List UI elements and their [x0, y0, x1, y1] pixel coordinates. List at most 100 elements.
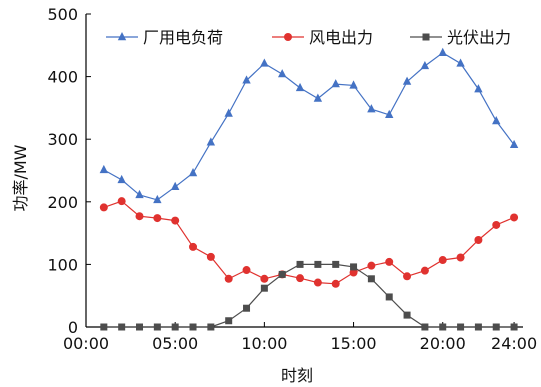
- data-point: [100, 323, 108, 331]
- data-point: [367, 275, 375, 283]
- y-axis-title: 功率/MW: [11, 144, 30, 211]
- data-point: [385, 257, 394, 266]
- data-point: [135, 212, 144, 221]
- data-point: [206, 137, 216, 146]
- data-point: [420, 266, 429, 275]
- legend-label: 光伏出力: [447, 28, 511, 47]
- legend-swatch-marker: [422, 33, 430, 41]
- data-point: [117, 174, 126, 184]
- data-point: [332, 260, 340, 268]
- x-tick-label: 05:00: [152, 334, 198, 353]
- data-point: [492, 220, 501, 229]
- series-line: [103, 52, 515, 201]
- data-point: [367, 104, 376, 113]
- data-point: [349, 268, 358, 277]
- data-point: [206, 252, 215, 261]
- data-point: [117, 197, 126, 206]
- legend-item: 厂用电负荷: [106, 28, 223, 47]
- data-point: [349, 80, 358, 89]
- data-point: [153, 194, 162, 204]
- series-line: [103, 200, 515, 285]
- series-3: [100, 260, 518, 331]
- x-tick-label: 24:00: [491, 334, 537, 353]
- data-point: [188, 168, 198, 177]
- data-point: [136, 323, 144, 331]
- data-point: [260, 58, 269, 67]
- data-point: [439, 323, 447, 331]
- data-point: [118, 323, 126, 331]
- axes: 0 100 200 300 400 500 00:00 05:00 10:00 15:00 20:0…: [47, 5, 537, 353]
- series-layer: [99, 47, 519, 331]
- data-point: [153, 323, 161, 331]
- legend-swatch-marker: [284, 33, 292, 41]
- data-point: [171, 323, 179, 331]
- x-tick-label: 00:00: [63, 334, 109, 353]
- data-point: [403, 272, 412, 281]
- legend-label: 厂用电负荷: [143, 28, 223, 47]
- data-point: [492, 116, 501, 125]
- data-point: [135, 189, 144, 199]
- data-point: [492, 323, 500, 331]
- series-2: [99, 197, 519, 288]
- data-point: [385, 293, 393, 301]
- data-point: [278, 270, 286, 278]
- data-point: [509, 139, 519, 149]
- data-point: [474, 84, 483, 93]
- data-point: [224, 274, 233, 283]
- data-point: [243, 304, 251, 312]
- data-point: [510, 323, 518, 331]
- x-tick-label: 20:00: [420, 334, 466, 353]
- data-point: [314, 260, 322, 268]
- data-point: [260, 284, 268, 292]
- data-point: [170, 181, 180, 190]
- data-point: [224, 108, 233, 117]
- data-point: [457, 323, 465, 331]
- data-point: [367, 261, 376, 270]
- data-point: [385, 109, 394, 118]
- legend-swatch-marker: [117, 32, 127, 41]
- data-point: [331, 279, 340, 288]
- data-point: [438, 256, 447, 265]
- data-point: [350, 263, 358, 271]
- data-point: [207, 323, 215, 331]
- data-point: [278, 69, 287, 78]
- data-point: [402, 76, 412, 85]
- data-point: [242, 75, 251, 84]
- x-tick-label: 15:00: [330, 334, 376, 353]
- series-line: [103, 263, 515, 328]
- data-point: [260, 274, 269, 283]
- data-point: [313, 93, 323, 102]
- data-point: [510, 213, 519, 222]
- data-point: [420, 60, 430, 70]
- y-tick-label: 100: [47, 255, 78, 274]
- data-point: [242, 266, 251, 275]
- data-point: [225, 317, 233, 325]
- data-point: [189, 323, 197, 331]
- data-point: [456, 58, 465, 67]
- y-tick-label: 400: [47, 68, 78, 87]
- data-point: [438, 47, 447, 57]
- data-point: [403, 311, 411, 319]
- data-point: [153, 214, 162, 223]
- x-axis-title: 时刻: [281, 366, 313, 385]
- y-tick-label: 200: [47, 193, 78, 212]
- data-point: [456, 253, 465, 262]
- data-point: [296, 260, 304, 268]
- data-point: [313, 278, 322, 287]
- y-tick-label: 300: [47, 130, 78, 149]
- y-tick-label: 0: [68, 318, 78, 337]
- data-point: [189, 242, 198, 251]
- y-tick-label: 500: [47, 5, 78, 24]
- data-point: [99, 164, 109, 174]
- legend-label: 风电出力: [309, 28, 373, 47]
- legend: 厂用电负荷 风电出力 光伏出力: [106, 28, 511, 47]
- data-point: [331, 79, 340, 88]
- series-1: [99, 47, 519, 204]
- x-tick-label: 10:00: [241, 334, 287, 353]
- data-point: [421, 323, 429, 331]
- data-point: [171, 216, 180, 225]
- data-point: [474, 323, 482, 331]
- legend-item: 光伏出力: [410, 28, 511, 47]
- data-point: [295, 82, 305, 92]
